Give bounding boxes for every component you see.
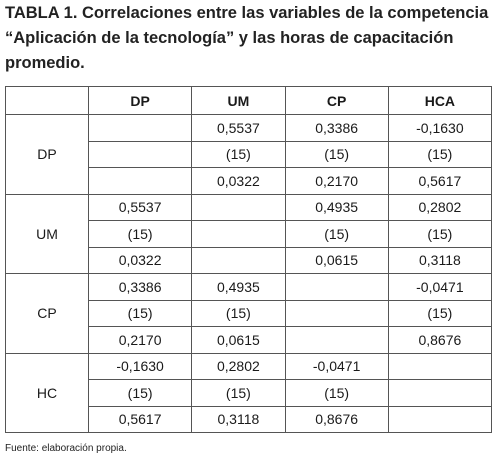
column-header: HCA bbox=[387, 86, 493, 115]
row-label: HC bbox=[5, 352, 89, 433]
table-cell: -0,1630 bbox=[87, 352, 193, 380]
table-cell: (15) bbox=[191, 299, 286, 327]
table-row: 0,2170 0,0615 0,8676 bbox=[6, 326, 493, 354]
table-cell: (15) bbox=[284, 220, 389, 248]
table-cell: 0,3386 bbox=[284, 114, 389, 142]
table-cell: 0,5617 bbox=[87, 405, 193, 433]
empty-cell bbox=[87, 167, 193, 195]
empty-cell bbox=[284, 299, 389, 327]
table-title: TABLA 1. Correlaciones entre las variabl… bbox=[5, 1, 495, 76]
column-header: UM bbox=[191, 86, 286, 115]
empty-cell bbox=[87, 114, 193, 142]
table-cell: (15) bbox=[387, 220, 493, 248]
table-cell: (15) bbox=[87, 379, 193, 407]
table-cell: 0,5617 bbox=[387, 167, 493, 195]
empty-cell bbox=[284, 326, 389, 354]
empty-cell bbox=[191, 193, 286, 221]
table-cell: (15) bbox=[284, 140, 389, 168]
table-row: HC -0,1630 0,2802 -0,0471 bbox=[5, 352, 493, 433]
empty-cell bbox=[387, 352, 493, 380]
table-cell: 0,0615 bbox=[191, 326, 286, 354]
row-label: UM bbox=[5, 193, 89, 274]
title-line: “Aplicación de la tecnología” y las hora… bbox=[5, 29, 454, 47]
table-cell: -0,1630 bbox=[387, 114, 493, 142]
table-cell: 0,2802 bbox=[191, 352, 286, 380]
table-cell: (15) bbox=[387, 140, 493, 168]
column-header: DP bbox=[87, 86, 193, 115]
table-row: (15) (15) (15) bbox=[6, 299, 493, 327]
title-line: TABLA 1. Correlaciones entre las variabl… bbox=[5, 4, 489, 22]
table-cell: 0,5537 bbox=[191, 114, 286, 142]
correlation-table: DP UM CP HCA DP 0,5537 0,3386 -0,1630 (15) (15) (1… bbox=[5, 86, 493, 433]
table-cell: 0,4935 bbox=[284, 193, 389, 221]
empty-cell bbox=[191, 246, 286, 274]
table-cell: -0,0471 bbox=[387, 273, 493, 301]
header-row: DP UM CP HCA bbox=[5, 86, 493, 115]
empty-cell bbox=[387, 405, 493, 433]
corner-cell bbox=[5, 86, 89, 115]
title-line: promedio. bbox=[5, 54, 85, 72]
table-cell: (15) bbox=[87, 299, 193, 327]
table-row: (15) (15) (15) bbox=[6, 140, 493, 168]
table-cell: 0,0615 bbox=[284, 246, 389, 274]
table-cell: 0,0322 bbox=[87, 246, 193, 274]
table-cell: 0,0322 bbox=[191, 167, 286, 195]
table-cell: 0,5537 bbox=[87, 193, 193, 221]
table-row: UM 0,5537 0,4935 0,2802 bbox=[5, 193, 493, 274]
table-cell: (15) bbox=[191, 379, 286, 407]
table-row: 0,0322 0,2170 0,5617 bbox=[6, 167, 493, 195]
table-cell: 0,2802 bbox=[387, 193, 493, 221]
table-cell: 0,2170 bbox=[284, 167, 389, 195]
table-row: DP 0,5537 0,3386 -0,1630 bbox=[5, 114, 493, 195]
empty-cell bbox=[191, 220, 286, 248]
empty-cell bbox=[87, 140, 193, 168]
table-cell: (15) bbox=[387, 299, 493, 327]
table-cell: 0,8676 bbox=[284, 405, 389, 433]
table-cell: 0,2170 bbox=[87, 326, 193, 354]
table-cell: 0,3118 bbox=[387, 246, 493, 274]
table-row: 0,5617 0,3118 0,8676 bbox=[6, 405, 493, 433]
table-row: CP 0,3386 0,4935 -0,0471 bbox=[5, 273, 493, 354]
table-cell: 0,3386 bbox=[87, 273, 193, 301]
empty-cell bbox=[387, 379, 493, 407]
table-cell: -0,0471 bbox=[284, 352, 389, 380]
table-cell: 0,3118 bbox=[191, 405, 286, 433]
table-cell: (15) bbox=[191, 140, 286, 168]
row-label: CP bbox=[5, 273, 89, 354]
table-row: (15) (15) (15) bbox=[6, 220, 493, 248]
table-cell: 0,8676 bbox=[387, 326, 493, 354]
footer: Fuente: elaboración propia. bbox=[5, 443, 127, 454]
empty-cell bbox=[284, 273, 389, 301]
table-cell: 0,4935 bbox=[191, 273, 286, 301]
column-header: CP bbox=[284, 86, 389, 115]
table-cell: (15) bbox=[284, 379, 389, 407]
table-cell: (15) bbox=[87, 220, 193, 248]
row-label: DP bbox=[5, 114, 89, 195]
